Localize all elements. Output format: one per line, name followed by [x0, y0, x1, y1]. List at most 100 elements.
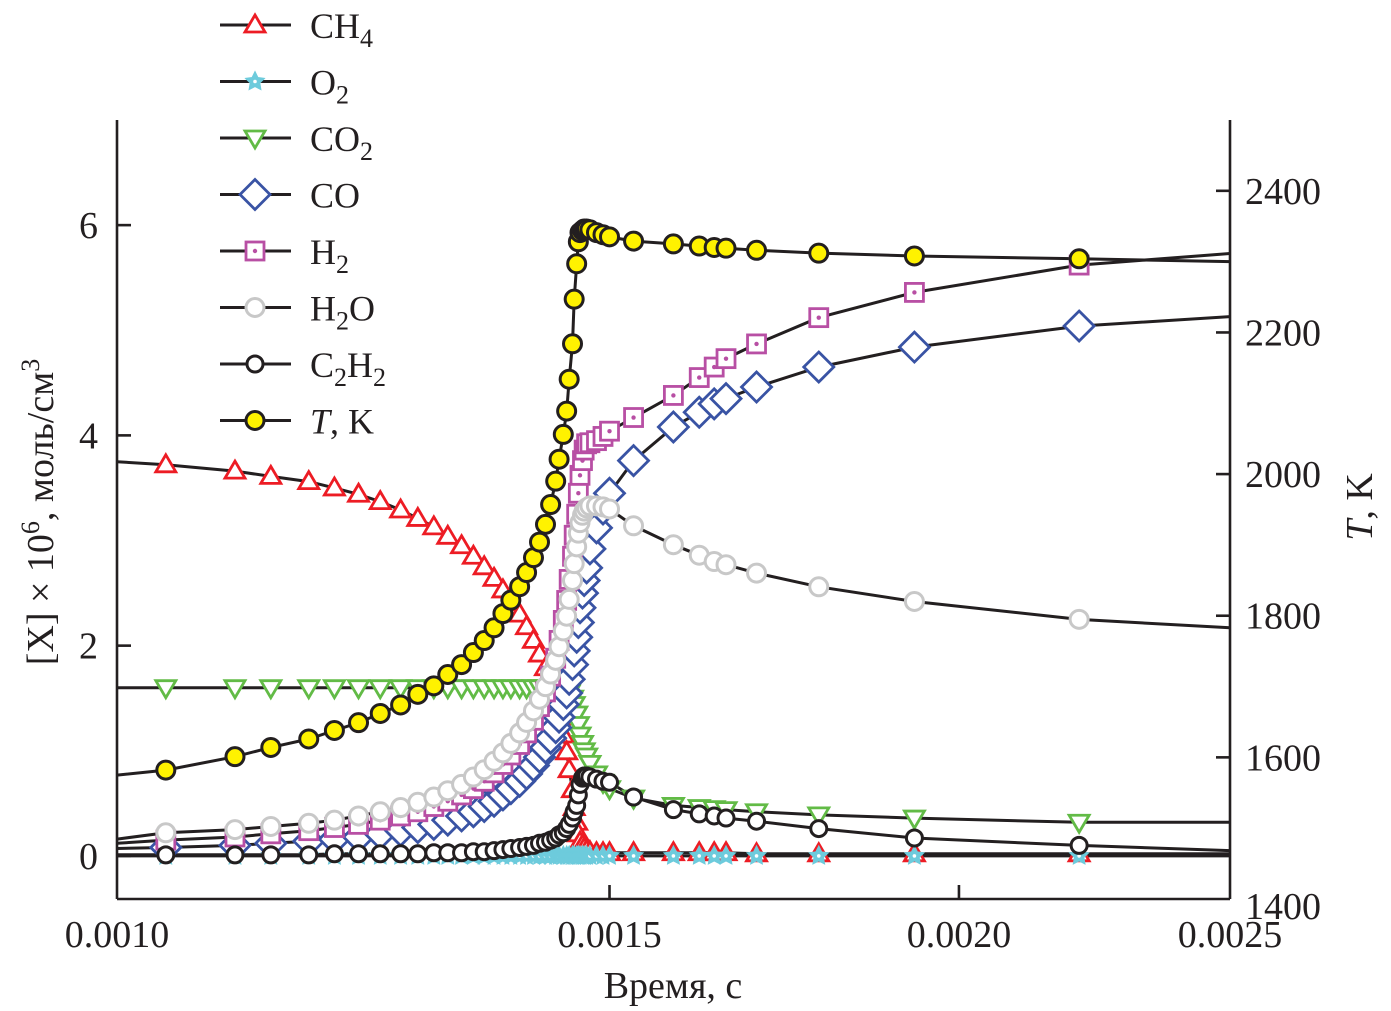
marker-co2 — [321, 679, 347, 701]
marker-c2h2 — [1069, 835, 1089, 855]
marker-co2 — [577, 754, 603, 777]
marker-tk — [529, 531, 551, 553]
marker-c2h2 — [370, 844, 390, 864]
legend-label: T, K — [310, 402, 374, 442]
legend-marker-circle-open-icon — [244, 297, 266, 318]
marker-co — [616, 443, 651, 478]
x-tick-label: 0.0020 — [907, 914, 1012, 956]
marker-h2o — [390, 797, 412, 819]
marker-h2o — [1068, 608, 1090, 630]
marker-tk — [155, 759, 177, 781]
y-right-title-italic: T — [1339, 517, 1381, 541]
y-left-tick-label: 0 — [79, 836, 98, 878]
marker-ch4 — [367, 488, 393, 511]
svg-text:[X] × 106, моль/см3: [X] × 106, моль/см3 — [16, 359, 62, 666]
legend-label: O2 — [310, 63, 349, 110]
marker-co2 — [806, 806, 832, 828]
marker-tk — [224, 746, 246, 768]
marker-o2 — [808, 844, 830, 865]
marker-co — [1062, 309, 1097, 344]
marker-ch4 — [514, 613, 540, 636]
curve-ch4 — [117, 460, 1230, 856]
marker-tk — [534, 513, 556, 535]
x-ticks: 0.0010 0.0015 0.0020 0.0025 — [65, 885, 1282, 956]
legend-marker-triangle-down-icon — [242, 129, 268, 151]
marker-tk — [599, 226, 621, 248]
legend-item: H2 — [220, 232, 349, 279]
marker-tk — [563, 288, 585, 310]
legend-marker-circle-black-icon — [245, 354, 265, 374]
series-markers — [148, 218, 1097, 865]
marker-tk — [323, 719, 345, 741]
marker-tk — [348, 712, 370, 734]
y-right-tick-label: 2000 — [1245, 454, 1321, 496]
marker-co2 — [258, 679, 284, 701]
marker-tk — [562, 333, 584, 355]
legend-item: CO2 — [220, 119, 373, 166]
marker-ch4 — [321, 475, 347, 497]
marker-h2o — [224, 819, 246, 841]
marker-c2h2 — [809, 819, 829, 839]
y-right-ticks: 1400 1600 1800 2000 2200 2400 — [1216, 171, 1321, 928]
x-tick-label: 0.0015 — [557, 914, 662, 956]
marker-c2h2 — [261, 845, 281, 865]
legend-label: H2 — [310, 232, 349, 279]
legend-item: C2H2 — [220, 345, 386, 392]
marker-tk — [808, 242, 830, 264]
marker-ch4 — [556, 756, 582, 779]
marker-h2o — [903, 590, 925, 612]
marker-h2 — [904, 282, 925, 303]
marker-c2h2 — [349, 844, 369, 864]
marker-h2o — [599, 498, 621, 520]
marker-c2h2 — [689, 804, 709, 824]
marker-c2h2 — [391, 844, 411, 864]
marker-o2 — [1068, 844, 1090, 865]
marker-ch4 — [405, 505, 431, 527]
marker-o2 — [745, 844, 768, 865]
marker-h2o — [155, 822, 177, 844]
legend: CH4 O2 CO2 CO H2 H2O C2H2 T, K — [220, 6, 386, 442]
marker-c2h2 — [716, 808, 736, 828]
marker-h2 — [662, 385, 684, 406]
marker-ch4 — [554, 739, 580, 761]
marker-c2h2 — [624, 787, 644, 807]
legend-label: CO2 — [310, 119, 373, 166]
marker-o2 — [662, 844, 684, 865]
y-left-tick-label: 6 — [79, 205, 98, 247]
marker-c2h2 — [600, 772, 620, 792]
curve-tk — [117, 227, 1230, 777]
marker-ch4 — [507, 601, 533, 623]
marker-co — [897, 330, 932, 365]
legend-label: CH4 — [310, 6, 373, 53]
marker-ch4 — [296, 468, 322, 491]
y-left-title-sup1: 6 — [16, 521, 45, 534]
marker-tk — [423, 675, 445, 697]
marker-h2o — [298, 812, 320, 834]
marker-c2h2 — [747, 811, 767, 831]
marker-h2 — [599, 420, 620, 442]
legend-item: H2O — [220, 289, 375, 336]
marker-co — [709, 381, 743, 416]
marker-o2 — [688, 844, 710, 865]
marker-ch4 — [481, 565, 507, 587]
marker-h2o — [746, 562, 768, 584]
marker-o2 — [903, 844, 925, 865]
marker-co2 — [388, 679, 414, 701]
marker-c2h2 — [156, 845, 176, 865]
y-left-axis-title: [X] × 106, моль/см3 — [16, 359, 62, 666]
legend-label: C2H2 — [310, 345, 386, 392]
axes-frame — [115, 120, 1232, 901]
legend-marker-square-dot-icon — [244, 240, 266, 262]
marker-ch4 — [222, 458, 248, 480]
marker-h2 — [715, 348, 737, 370]
marker-tk — [556, 400, 578, 422]
y-right-title-rest: , K — [1339, 473, 1381, 520]
marker-co2 — [1066, 813, 1092, 836]
marker-c2h2 — [299, 845, 319, 865]
marker-tk — [298, 728, 320, 750]
marker-o2 — [715, 844, 737, 865]
y-right-tick-label: 1800 — [1245, 596, 1321, 638]
legend-label: H2O — [310, 289, 375, 336]
marker-ch4 — [449, 533, 475, 555]
marker-tk — [545, 470, 567, 492]
